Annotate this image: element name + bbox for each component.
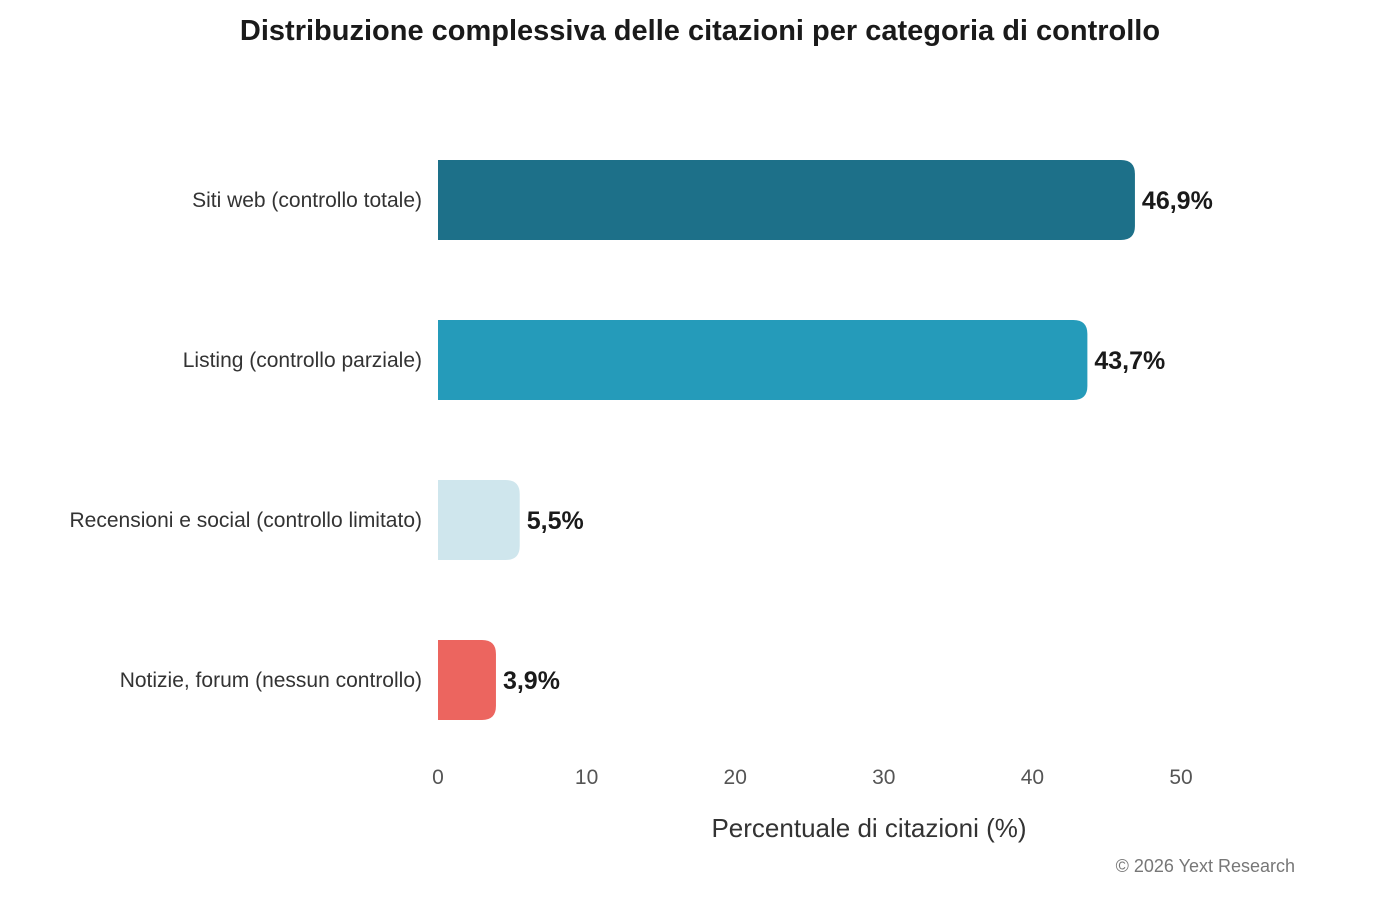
value-label: 5,5% [527, 507, 584, 535]
category-labels: Siti web (controllo totale) Listing (cont… [70, 189, 422, 692]
value-labels: 46,9% 43,7% 5,5% 3,9% [503, 187, 1213, 695]
source-note: © 2026 Yext Research [1116, 856, 1295, 876]
value-label: 46,9% [1142, 187, 1213, 215]
value-label: 43,7% [1094, 347, 1165, 375]
x-tick-label: 40 [1021, 766, 1044, 789]
bar-recensioni-e-social-controllo-limitato [438, 480, 520, 560]
chart-title: Distribuzione complessiva delle citazion… [240, 15, 1160, 47]
x-tick-label: 50 [1169, 766, 1192, 789]
category-label: Listing (controllo parziale) [183, 349, 422, 372]
bar-notizie-forum-nessun-controllo [438, 640, 496, 720]
category-label: Siti web (controllo totale) [192, 189, 422, 212]
category-label: Notizie, forum (nessun controllo) [120, 669, 422, 692]
x-tick-label: 20 [724, 766, 747, 789]
x-tick-label: 0 [432, 766, 444, 789]
x-tick-label: 10 [575, 766, 598, 789]
x-tick-label: 30 [872, 766, 895, 789]
x-axis-ticks: 0 10 20 30 40 50 [432, 766, 1193, 789]
x-axis-title: Percentuale di citazioni (%) [711, 813, 1026, 843]
bars-layer [438, 160, 1135, 720]
category-label: Recensioni e social (controllo limitato) [70, 509, 422, 532]
bar-siti-web-controllo-totale [438, 160, 1135, 240]
bar-listing-controllo-parziale [438, 320, 1088, 400]
value-label: 3,9% [503, 667, 560, 695]
